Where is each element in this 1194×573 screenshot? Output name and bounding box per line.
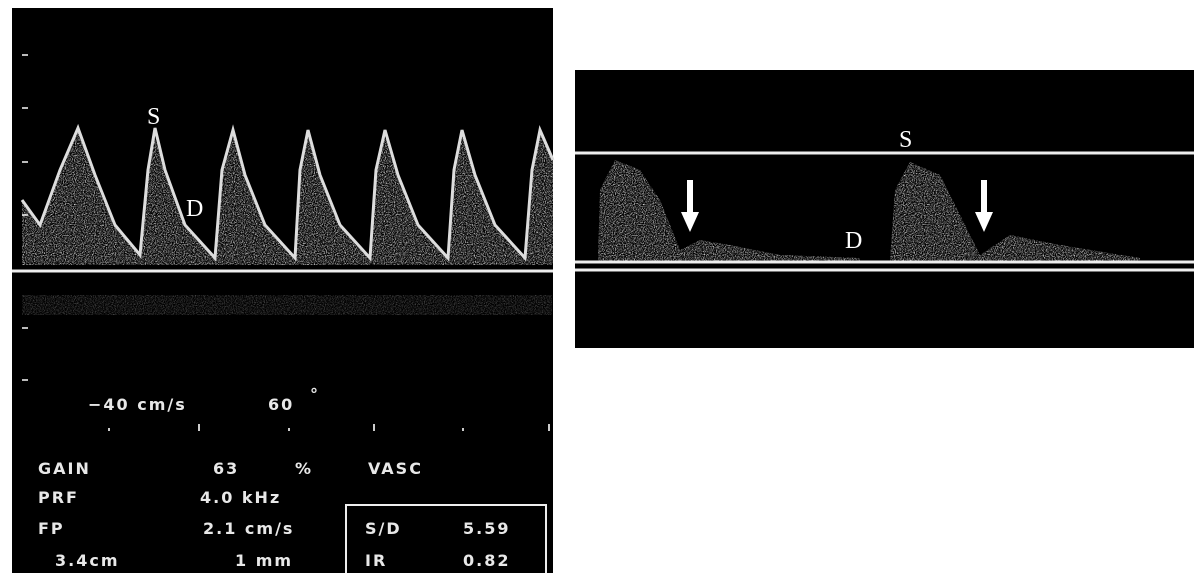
gain-label: GAIN (38, 459, 91, 478)
prf-label: PRF (38, 488, 79, 507)
sd-value: 5.59 (463, 519, 510, 538)
ir-value: 0.82 (463, 551, 510, 570)
gain-value: 63 (213, 459, 239, 478)
mode: VASC (368, 459, 423, 478)
angle: 60 (268, 395, 294, 414)
gate: 1 mm (235, 551, 293, 570)
noise-band (22, 295, 552, 315)
right-panel (575, 70, 1194, 348)
dip-label: D (845, 228, 862, 254)
ir-label: IR (365, 551, 387, 570)
sd-label: S/D (365, 519, 402, 538)
gain-unit: % (295, 459, 313, 478)
angle-unit: ° (310, 385, 320, 404)
figure: S D −40 cm/s 60 ° GAIN 63 % VASC PRF 4.0… (0, 0, 1194, 573)
fp-label: FP (38, 519, 65, 538)
fp-value: 2.1 cm/s (203, 519, 294, 538)
left-panel (12, 8, 553, 573)
dip-label: D (186, 196, 203, 222)
velocity-scale: −40 cm/s (88, 395, 187, 414)
peak-label: S (899, 127, 912, 153)
peak-label: S (147, 104, 160, 130)
prf-value: 4.0 kHz (200, 488, 281, 507)
depth: 3.4cm (55, 551, 120, 570)
